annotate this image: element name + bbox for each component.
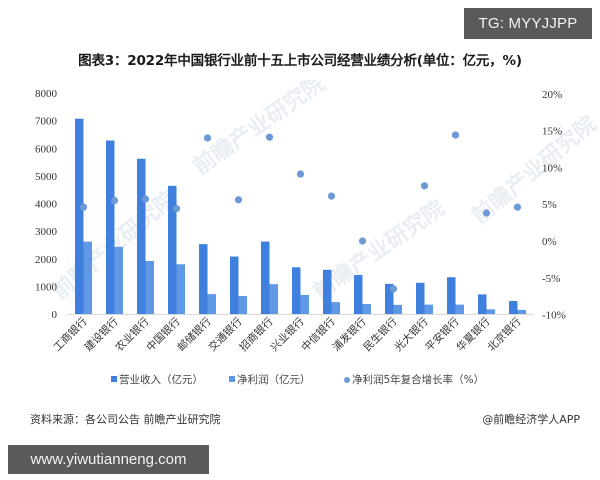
- net-profit-bar: [269, 284, 278, 314]
- y-axis-tick: 4000: [35, 199, 58, 211]
- revenue-bar: [106, 140, 115, 314]
- cagr-point: [389, 285, 398, 293]
- net-profit-bar: [424, 304, 433, 314]
- revenue-bar: [478, 294, 487, 314]
- revenue-bar: [323, 269, 332, 314]
- net-profit-bar: [145, 260, 154, 314]
- revenue-bar: [75, 118, 84, 314]
- revenue-bar: [354, 275, 363, 314]
- legend-cagr-swatch: [344, 377, 350, 383]
- revenue-bar: [509, 301, 518, 314]
- url-badge: www.yiwutianneng.com: [8, 445, 209, 474]
- revenue-bar: [137, 158, 146, 314]
- cagr-point: [141, 195, 150, 203]
- y-axis-tick: 1000: [35, 281, 58, 293]
- y-axis-tick: 6000: [35, 143, 58, 155]
- legend-revenue-swatch: [111, 376, 117, 382]
- cagr-point: [234, 196, 243, 204]
- cagr-point: [451, 131, 460, 139]
- y2-axis-tick: 15%: [542, 126, 562, 138]
- net-profit-bar: [176, 264, 185, 314]
- chart-title: 图表3：2022年中国银行业前十五上市公司经营业绩分析(单位：亿元，%): [78, 53, 522, 69]
- cagr-point: [265, 133, 274, 141]
- tg-badge: TG: MYYJJPP: [464, 8, 592, 39]
- revenue-bar: [261, 241, 270, 314]
- y-axis-tick: 0: [52, 309, 58, 321]
- cagr-point: [327, 192, 336, 200]
- cagr-point: [358, 237, 367, 245]
- y2-axis-tick: -5%: [542, 273, 560, 285]
- net-profit-bar: [393, 304, 402, 314]
- net-profit-bar: [517, 309, 526, 314]
- chart-area: 前瞻产业研究院前瞻产业研究院前瞻产业研究院前瞻产业研究院010002000300…: [35, 80, 600, 386]
- cagr-point: [79, 203, 88, 211]
- net-profit-bar: [331, 302, 340, 314]
- cagr-point: [203, 134, 212, 142]
- revenue-bar: [230, 256, 239, 314]
- revenue-bar: [416, 282, 425, 314]
- net-profit-bar: [207, 294, 216, 314]
- y-axis-tick: 7000: [35, 116, 58, 128]
- y2-axis-tick: -10%: [542, 310, 566, 322]
- revenue-bar: [292, 267, 301, 314]
- revenue-bar: [385, 283, 394, 314]
- y2-axis-tick: 5%: [542, 199, 557, 211]
- net-profit-bar: [455, 304, 464, 314]
- y2-axis-tick: 0%: [542, 236, 557, 248]
- net-profit-bar: [238, 296, 247, 314]
- source-note: 资料来源：各公司公告 前瞻产业研究院: [30, 413, 221, 426]
- y-axis-tick: 8000: [35, 88, 58, 100]
- cagr-point: [296, 170, 305, 178]
- watermark-text: 前瞻产业研究院: [189, 80, 330, 180]
- cagr-point: [172, 205, 181, 213]
- net-profit-bar: [486, 309, 495, 314]
- cagr-point: [513, 203, 522, 211]
- revenue-bar: [199, 244, 208, 314]
- y2-axis-tick: 10%: [542, 162, 562, 174]
- x-axis-category: 北京银行: [485, 315, 524, 354]
- revenue-bar: [447, 277, 456, 314]
- net-profit-bar: [300, 294, 309, 314]
- legend-net-profit-swatch: [229, 376, 235, 382]
- net-profit-bar: [114, 246, 123, 314]
- net-profit-bar: [362, 304, 371, 314]
- cagr-point: [110, 196, 119, 205]
- app-credit: @前瞻经济学人APP: [482, 413, 580, 426]
- cagr-point: [420, 182, 429, 190]
- legend-net-profit-label: 净利润（亿元）: [237, 373, 311, 386]
- net-profit-bar: [83, 241, 92, 314]
- y-axis-tick: 2000: [35, 254, 58, 266]
- y-axis-tick: 3000: [35, 226, 58, 238]
- legend-cagr-label: 净利润5年复合增长率（%）: [352, 373, 484, 386]
- y-axis-tick: 5000: [35, 171, 58, 183]
- cagr-point: [482, 209, 491, 217]
- revenue-bar: [168, 185, 177, 314]
- y2-axis-tick: 20%: [542, 89, 562, 101]
- legend-revenue-label: 营业收入（亿元）: [119, 373, 203, 386]
